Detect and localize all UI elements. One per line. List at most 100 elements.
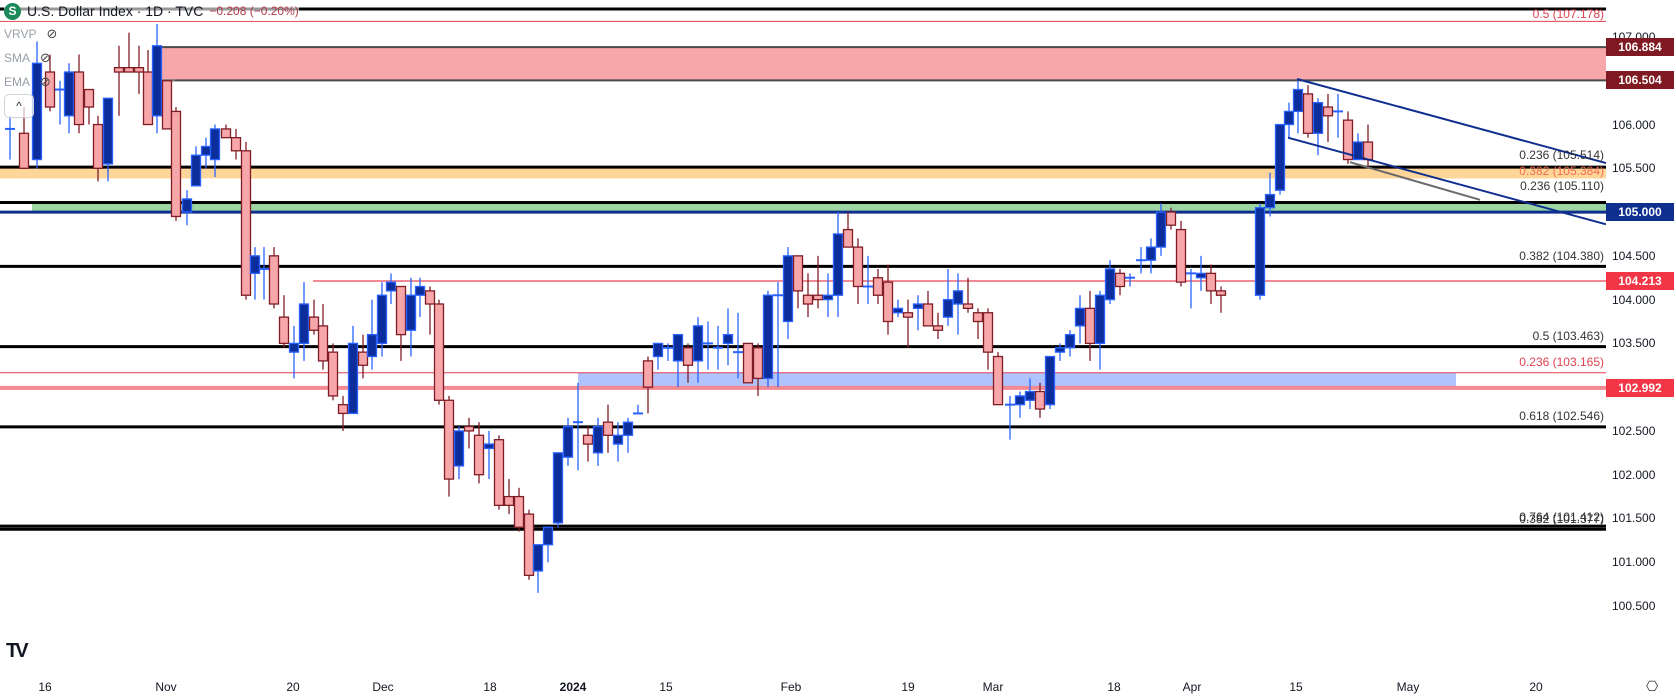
candle-body	[493, 439, 505, 506]
time-tick: 15	[1289, 680, 1303, 694]
candle-body	[405, 294, 417, 331]
tradingview-logo[interactable]: TV	[6, 640, 28, 662]
time-tick: 16	[38, 680, 52, 694]
indicator-sma[interactable]: SMA ⊘	[4, 50, 51, 66]
zone-orange	[0, 167, 1606, 179]
candle-body	[1342, 119, 1354, 161]
candle-body	[1215, 290, 1227, 296]
candle-body	[672, 333, 684, 362]
candle-body	[532, 544, 544, 572]
candle-body	[642, 360, 654, 388]
candle-body	[992, 355, 1004, 406]
candle-body	[812, 294, 824, 301]
candle-body	[181, 198, 193, 213]
candle-body	[582, 434, 594, 445]
candle-body	[1302, 93, 1314, 134]
price-axis	[1606, 0, 1676, 698]
time-tick: May	[1396, 680, 1420, 694]
candle-body	[92, 123, 104, 169]
dollar-s-icon: S	[4, 2, 21, 20]
candle-body	[822, 294, 834, 301]
candle-body	[722, 333, 734, 345]
candle-body	[463, 425, 475, 432]
candle-body	[1312, 102, 1324, 134]
candle-body	[652, 342, 664, 358]
price-tick: 105.500	[1612, 161, 1656, 176]
candle-body	[1292, 88, 1304, 113]
settings-icon[interactable]: ⎔	[1646, 678, 1659, 694]
candle-body	[1205, 272, 1217, 292]
candle-body	[113, 66, 125, 73]
time-tick: Mar	[982, 680, 1004, 694]
candle-body	[932, 325, 944, 331]
candle-body	[209, 128, 221, 161]
candle-body	[562, 425, 574, 458]
price-tick: 102.500	[1612, 423, 1656, 438]
indicator-ema[interactable]: EMA ⊘	[4, 74, 51, 90]
candle-body	[483, 443, 495, 450]
candle-body	[1114, 272, 1126, 288]
price-tag[interactable]: 105.000	[1606, 203, 1674, 222]
candle-body	[852, 246, 864, 288]
candle-body	[376, 294, 388, 345]
candle-body	[1014, 395, 1026, 406]
indicator-vrvp[interactable]: VRVP ⊘	[4, 26, 57, 42]
candle-body	[762, 294, 774, 380]
candle-body	[1362, 141, 1374, 161]
time-tick: 19	[901, 680, 915, 694]
price-tag[interactable]: 106.504	[1606, 71, 1674, 90]
symbol-header[interactable]: S U.S. Dollar Index · 1D · TVC −0.208 (−…	[4, 1, 299, 21]
price-tag[interactable]: 104.213	[1606, 271, 1674, 290]
candle-body	[268, 255, 280, 305]
collapse-indicators-button[interactable]: ^	[4, 94, 34, 118]
time-tick: Dec	[372, 680, 394, 694]
candle-body	[1145, 246, 1157, 261]
candle-body	[912, 303, 924, 310]
candle-body	[1064, 333, 1076, 349]
candle-body	[1094, 294, 1106, 345]
candle-body	[366, 333, 378, 358]
candle-body	[278, 316, 290, 345]
candle-body	[802, 294, 814, 305]
candle-body	[742, 342, 754, 384]
candle-body	[882, 281, 894, 323]
price-tag[interactable]: 102.992	[1606, 378, 1674, 397]
trendline	[1287, 136, 1607, 226]
candle-body	[792, 255, 804, 292]
candle-body	[249, 255, 261, 275]
candle-body	[1024, 390, 1036, 401]
candle-body	[385, 281, 397, 292]
eye-hidden-icon[interactable]: ⊘	[40, 74, 51, 89]
candle-body	[1274, 123, 1286, 191]
candle-body	[44, 71, 56, 108]
candle-body	[1264, 193, 1276, 209]
candle-body	[902, 312, 914, 318]
fib-label: 0.618 (102.546)	[1519, 409, 1604, 424]
fib-label: 0.764 (101.412)	[1519, 509, 1604, 524]
candle-body	[752, 347, 764, 380]
eye-hidden-icon[interactable]: ⊘	[40, 50, 51, 65]
chevron-up-icon: ^	[16, 99, 22, 113]
time-tick: 15	[659, 680, 673, 694]
candle-body	[433, 303, 445, 401]
candle-body	[83, 88, 95, 108]
price-tag[interactable]: 106.884	[1606, 38, 1674, 57]
price-tick: 106.000	[1612, 117, 1656, 132]
candle-body	[1074, 307, 1086, 327]
fib-label: 0.5 (107.178)	[1532, 7, 1604, 22]
candle-body	[972, 312, 984, 323]
indicator-label: SMA	[4, 51, 31, 65]
candle-body	[395, 285, 407, 336]
candle-body	[682, 347, 694, 366]
candle-body	[424, 290, 436, 305]
candle-body	[230, 137, 242, 152]
candle-body	[612, 434, 624, 445]
candle-body	[942, 298, 954, 318]
time-tick: 18	[483, 680, 497, 694]
indicator-label: EMA	[4, 75, 31, 89]
eye-hidden-icon[interactable]: ⊘	[46, 26, 58, 41]
candle-body	[63, 71, 75, 117]
candle-body	[443, 399, 455, 480]
candle-body	[592, 425, 604, 454]
